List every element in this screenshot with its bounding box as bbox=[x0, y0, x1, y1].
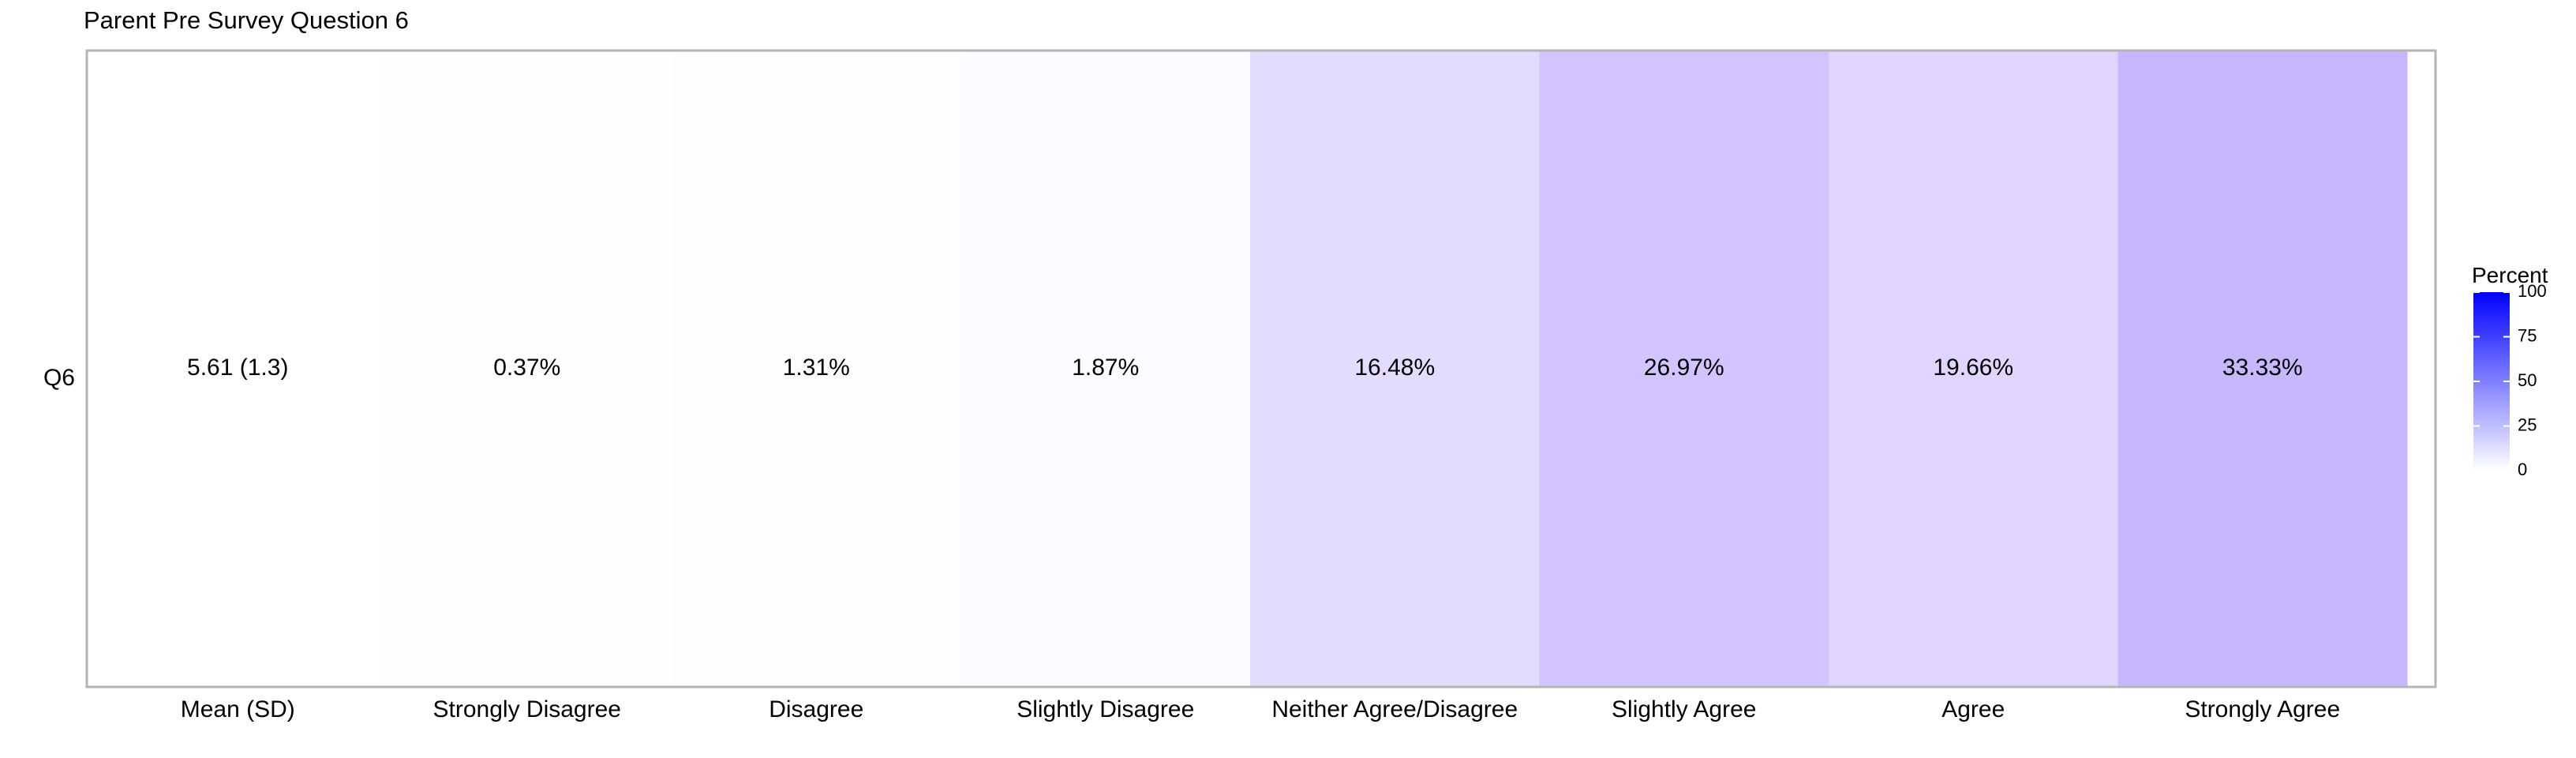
cell-value-label: 1.31% bbox=[783, 355, 850, 381]
heatmap-cell bbox=[1829, 51, 2118, 687]
cell-value-label: 0.37% bbox=[493, 355, 560, 381]
legend-tick-label: 0 bbox=[2518, 460, 2527, 479]
legend-title: Percent bbox=[2472, 263, 2548, 287]
x-axis-tick-label: Agree bbox=[1941, 696, 2005, 722]
cell-labels: 5.61 (1.3) 0.37% 1.31% 1.87% 16.48% 26.97% 19.… bbox=[187, 355, 2303, 381]
plot-frame bbox=[85, 49, 2437, 689]
chart-title: Parent Pre Survey Question 6 bbox=[84, 6, 409, 34]
cell-value-label: 5.61 (1.3) bbox=[187, 355, 288, 381]
y-axis-tick-label: Q6 bbox=[43, 365, 75, 391]
x-axis-tick-label: Slightly Agree bbox=[1612, 696, 1756, 722]
x-axis-tick-label: Strongly Agree bbox=[2185, 696, 2340, 722]
x-axis-tick-label: Mean (SD) bbox=[181, 696, 295, 722]
x-axis-tick-labels: Mean (SD) Strongly Disagree Disagree Slight… bbox=[181, 696, 2340, 722]
heatmap-cell bbox=[960, 51, 1251, 687]
x-axis-tick-label: Slightly Disagree bbox=[1017, 696, 1194, 722]
cell-value-label: 33.33% bbox=[2222, 355, 2303, 381]
heatmap-cell bbox=[1539, 51, 1829, 687]
cell-value-label: 1.87% bbox=[1072, 355, 1139, 381]
cell-value-label: 26.97% bbox=[1644, 355, 1724, 381]
cell-value-label: 16.48% bbox=[1354, 355, 1435, 381]
x-axis-tick-label: Neither Agree/Disagree bbox=[1271, 696, 1518, 722]
x-axis-tick-label: Disagree bbox=[769, 696, 863, 722]
heatmap-cell bbox=[2117, 51, 2408, 687]
legend-ticks: 0 25 50 75 100 bbox=[2473, 281, 2547, 479]
heatmap-cell bbox=[382, 51, 672, 687]
heatmap-cell bbox=[93, 51, 383, 687]
heatmap-cells bbox=[93, 51, 2408, 687]
legend-tick-label: 50 bbox=[2518, 370, 2537, 390]
legend-tick-label: 100 bbox=[2518, 281, 2547, 301]
legend-tick-label: 25 bbox=[2518, 415, 2537, 434]
heatmap-cell bbox=[672, 51, 961, 687]
x-axis-tick-label: Strongly Disagree bbox=[433, 696, 621, 722]
legend-tick-label: 75 bbox=[2518, 325, 2537, 345]
heatmap-cell bbox=[1250, 51, 1540, 687]
cell-value-label: 19.66% bbox=[1933, 355, 2013, 381]
color-legend: Percent 0 25 50 75 100 bbox=[2472, 263, 2548, 479]
plot-border bbox=[85, 49, 2437, 689]
